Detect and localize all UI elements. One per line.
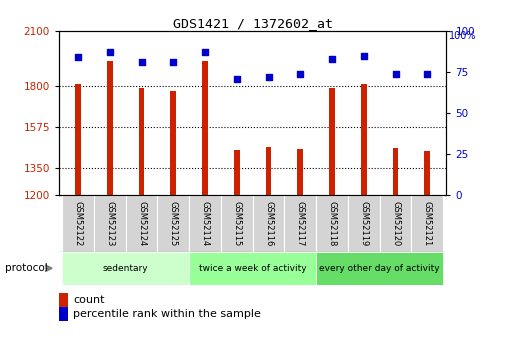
Bar: [316, 195, 348, 252]
Bar: [284, 195, 316, 252]
Bar: [202, 61, 208, 195]
Point: [296, 71, 304, 77]
Point: [328, 56, 336, 62]
Point: [74, 55, 82, 60]
Text: GSM52119: GSM52119: [359, 201, 368, 246]
Bar: [75, 84, 81, 195]
Bar: [126, 195, 157, 252]
Bar: [411, 195, 443, 252]
Bar: [348, 195, 380, 252]
Text: GSM52120: GSM52120: [391, 201, 400, 246]
Bar: [266, 147, 271, 195]
Point: [106, 50, 114, 55]
Point: [264, 74, 272, 80]
Text: GSM52122: GSM52122: [73, 201, 83, 246]
Point: [233, 76, 241, 81]
Bar: [170, 91, 176, 195]
Text: GSM52117: GSM52117: [296, 201, 305, 246]
Text: GSM52116: GSM52116: [264, 201, 273, 246]
Text: 100%: 100%: [449, 31, 477, 41]
Text: GSM52124: GSM52124: [137, 201, 146, 246]
Text: GSM52123: GSM52123: [105, 201, 114, 246]
Text: every other day of activity: every other day of activity: [319, 264, 440, 273]
Text: percentile rank within the sample: percentile rank within the sample: [73, 309, 261, 319]
Bar: [94, 195, 126, 252]
Bar: [189, 252, 316, 285]
Bar: [316, 252, 443, 285]
Bar: [424, 151, 430, 195]
Text: GSM52118: GSM52118: [327, 201, 337, 246]
Point: [169, 59, 177, 65]
Text: GSM52114: GSM52114: [201, 201, 209, 246]
Point: [423, 71, 431, 77]
Point: [201, 50, 209, 55]
Text: count: count: [73, 295, 105, 305]
Point: [391, 71, 400, 77]
Text: sedentary: sedentary: [103, 264, 148, 273]
Bar: [298, 149, 303, 195]
Text: GSM52125: GSM52125: [169, 201, 178, 246]
Bar: [221, 195, 253, 252]
Bar: [361, 84, 367, 195]
Bar: [329, 88, 335, 195]
Bar: [107, 61, 113, 195]
Text: twice a week of activity: twice a week of activity: [199, 264, 306, 273]
Text: GSM52115: GSM52115: [232, 201, 241, 246]
Bar: [189, 195, 221, 252]
Bar: [392, 148, 399, 195]
Bar: [253, 195, 284, 252]
Bar: [234, 150, 240, 195]
Bar: [139, 88, 144, 195]
Point: [360, 53, 368, 58]
Bar: [62, 195, 94, 252]
Bar: [380, 195, 411, 252]
Point: [137, 59, 146, 65]
Title: GDS1421 / 1372602_at: GDS1421 / 1372602_at: [173, 17, 332, 30]
Text: protocol: protocol: [5, 263, 48, 273]
Bar: [62, 252, 189, 285]
Text: GSM52121: GSM52121: [423, 201, 432, 246]
Bar: [157, 195, 189, 252]
